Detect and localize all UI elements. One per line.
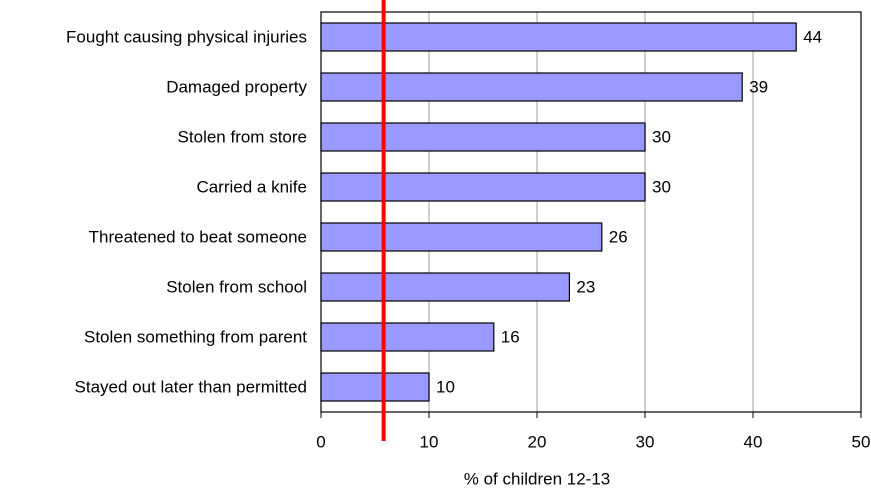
value-label: 23 bbox=[576, 277, 595, 296]
x-tick-label: 10 bbox=[420, 432, 439, 451]
bar bbox=[320, 372, 430, 402]
y-tick-label: Threatened to beat someone bbox=[89, 227, 307, 246]
plot-frame bbox=[320, 11, 862, 413]
y-tick-label: Carried a knife bbox=[196, 177, 307, 196]
value-label: 26 bbox=[609, 227, 628, 246]
y-tick-label: Damaged property bbox=[166, 77, 307, 96]
y-tick-label: Stolen from store bbox=[178, 127, 307, 146]
value-label: 16 bbox=[501, 327, 520, 346]
y-tick-label: Stayed out later than permitted bbox=[75, 377, 307, 396]
x-tick-label: 40 bbox=[744, 432, 763, 451]
bar bbox=[320, 22, 797, 52]
bar bbox=[320, 72, 743, 102]
x-axis-label: % of children 12-13 bbox=[464, 469, 610, 488]
y-tick-label: Stolen something from parent bbox=[84, 327, 307, 346]
bar bbox=[320, 222, 603, 252]
x-tick-label: 50 bbox=[852, 432, 871, 451]
value-label: 39 bbox=[749, 77, 768, 96]
value-label: 10 bbox=[436, 377, 455, 396]
x-tick-label: 0 bbox=[316, 432, 325, 451]
y-tick-label: Stolen from school bbox=[166, 277, 307, 296]
bar bbox=[320, 322, 495, 352]
y-tick-label: Fought causing physical injuries bbox=[66, 27, 307, 46]
value-label: 30 bbox=[652, 127, 671, 146]
bar bbox=[320, 172, 646, 202]
bar bbox=[320, 122, 646, 152]
value-label: 30 bbox=[652, 177, 671, 196]
value-label: 44 bbox=[803, 27, 822, 46]
x-tick-label: 20 bbox=[528, 432, 547, 451]
bar bbox=[320, 272, 570, 302]
x-tick-label: 30 bbox=[636, 432, 655, 451]
